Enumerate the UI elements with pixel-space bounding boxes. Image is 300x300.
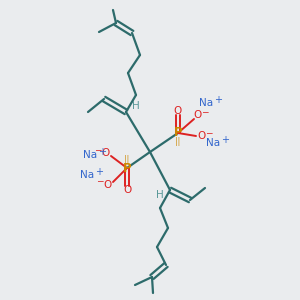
Text: O: O — [194, 110, 202, 120]
Text: Na: Na — [199, 98, 213, 108]
Text: P: P — [174, 127, 182, 140]
Text: Na: Na — [206, 138, 220, 148]
Text: Na: Na — [83, 150, 97, 160]
Text: O: O — [103, 180, 111, 190]
Text: +: + — [98, 147, 106, 157]
Text: O: O — [174, 106, 182, 116]
Text: +: + — [221, 135, 229, 145]
Text: −: − — [96, 176, 104, 185]
Text: H: H — [156, 190, 164, 200]
Text: ||: || — [176, 136, 181, 146]
Text: −: − — [201, 107, 209, 116]
Text: ||: || — [124, 154, 130, 164]
Text: O: O — [198, 131, 206, 141]
Text: O: O — [123, 185, 131, 195]
Text: P: P — [123, 161, 131, 175]
Text: Na: Na — [80, 170, 94, 180]
Text: H: H — [132, 101, 140, 111]
Text: +: + — [214, 95, 222, 105]
Text: O: O — [101, 148, 109, 158]
Text: −: − — [94, 146, 102, 154]
Text: −: − — [205, 128, 213, 137]
Text: +: + — [95, 167, 103, 177]
